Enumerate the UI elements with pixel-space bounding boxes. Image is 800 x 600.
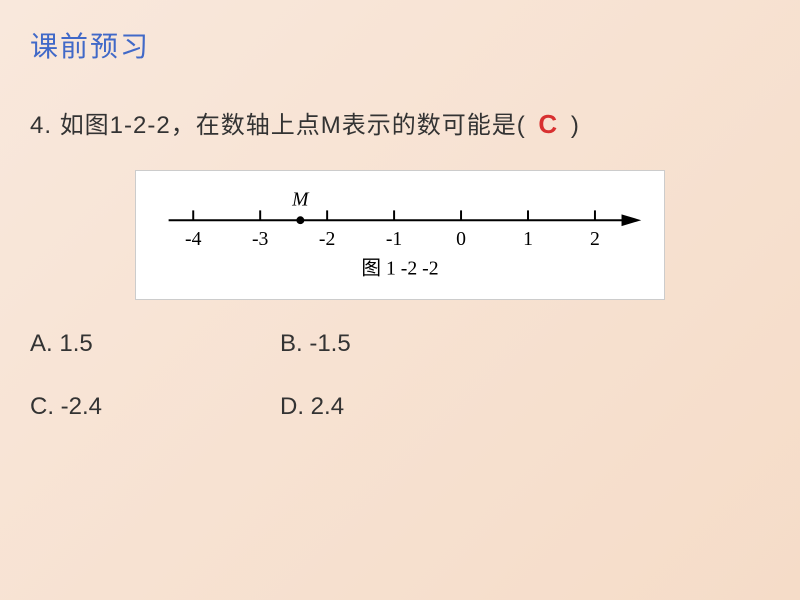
option-c: C. -2.4 bbox=[30, 393, 280, 421]
svg-text:2: 2 bbox=[590, 228, 600, 250]
svg-text:-2: -2 bbox=[319, 228, 335, 250]
question-text: 4. 如图1-2-2，在数轴上点M表示的数可能是( C ) bbox=[0, 65, 800, 140]
svg-text:-1: -1 bbox=[386, 228, 402, 250]
question-body: 如图1-2-2，在数轴上点M表示的数可能是( bbox=[60, 112, 526, 139]
svg-text:1: 1 bbox=[523, 228, 533, 250]
question-close: ) bbox=[571, 112, 580, 139]
option-a-value: 1.5 bbox=[59, 330, 92, 357]
svg-text:图 1 -2 -2: 图 1 -2 -2 bbox=[361, 257, 438, 279]
option-row-1: A. 1.5 B. -1.5 bbox=[30, 330, 800, 358]
header-title: 课前预习 bbox=[30, 31, 150, 62]
section-header: 课前预习 bbox=[0, 0, 800, 65]
number-line-figure: -4 -3 -2 -1 0 1 2 M 图 1 -2 -2 bbox=[135, 170, 665, 300]
option-row-2: C. -2.4 D. 2.4 bbox=[30, 393, 800, 421]
svg-text:0: 0 bbox=[456, 228, 466, 250]
svg-text:-4: -4 bbox=[185, 228, 202, 250]
number-line-svg: -4 -3 -2 -1 0 1 2 M 图 1 -2 -2 bbox=[136, 171, 664, 299]
question-number: 4. bbox=[30, 112, 52, 139]
svg-text:M: M bbox=[291, 188, 310, 210]
answer-options: A. 1.5 B. -1.5 C. -2.4 D. 2.4 bbox=[0, 300, 800, 421]
option-d-value: 2.4 bbox=[311, 393, 344, 420]
svg-text:-3: -3 bbox=[252, 228, 269, 250]
option-d: D. 2.4 bbox=[280, 393, 530, 421]
option-a: A. 1.5 bbox=[30, 330, 280, 358]
option-b-value: -1.5 bbox=[309, 330, 350, 357]
option-c-value: -2.4 bbox=[61, 393, 102, 420]
option-b: B. -1.5 bbox=[280, 330, 530, 358]
answer-letter: C bbox=[538, 109, 558, 140]
